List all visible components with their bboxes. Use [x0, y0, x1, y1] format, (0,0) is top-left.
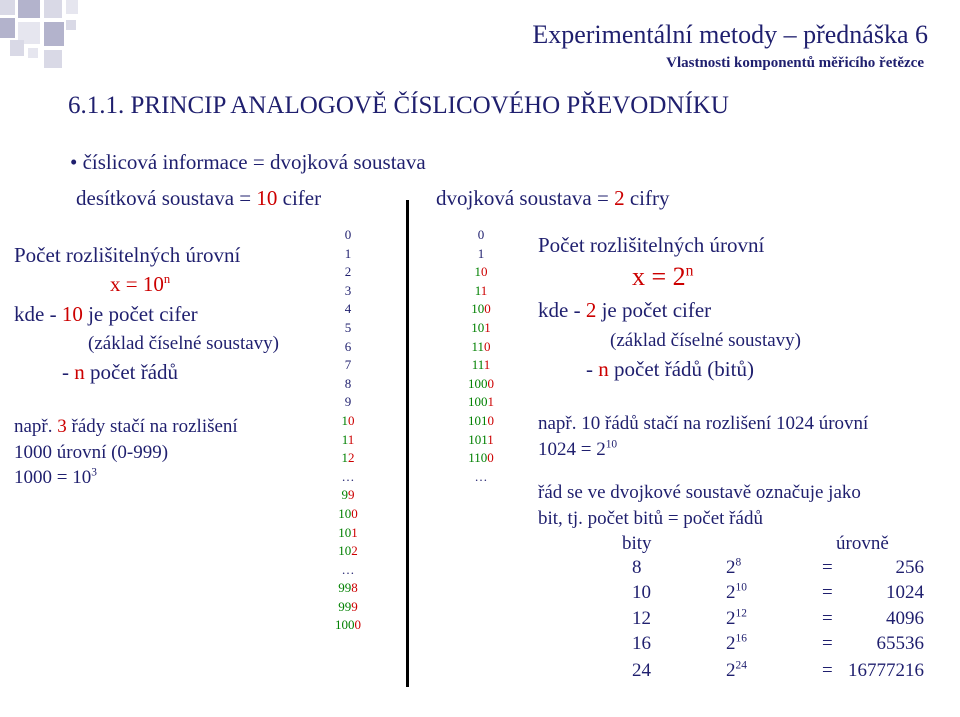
right-base-note: (základ číselné soustavy) [610, 330, 801, 351]
decimal-number: 10 [341, 412, 355, 428]
bits-value: 8 [632, 557, 642, 578]
right-digit-count: kde - 2 je počet cifer [538, 298, 712, 322]
decimal-number: 4 [344, 301, 352, 317]
power-expression: 216 [726, 632, 747, 654]
bullet-text: číslicová informace = dvojková soustava [82, 150, 426, 174]
decimal-number-column: 0 1 2 3 4 5 6 7 8 9 10 11 12… 99 100 101 102… 998 999 1000 [322, 226, 374, 635]
left-example-1: např. 3 řády stačí na rozlišení [14, 416, 238, 437]
decimal-number: 7 [344, 357, 352, 373]
equals-sign: = [822, 608, 833, 629]
bits-header: bity [622, 533, 652, 554]
left-levels-label: Počet rozlišitelných úrovní [14, 243, 241, 267]
levels-value: 16777216 [848, 660, 924, 681]
binary-number: … [474, 468, 488, 484]
decimal-number: … [341, 561, 355, 577]
binary-number: 111 [471, 357, 491, 373]
bits-value: 24 [632, 660, 651, 681]
decimal-number: 2 [344, 264, 352, 280]
levels-value: 1024 [886, 582, 924, 603]
bits-value: 12 [632, 608, 651, 629]
equals-sign: = [822, 633, 833, 654]
levels-header: úrovně [836, 533, 889, 554]
right-bit-note-1: řád se ve dvojkové soustavě označuje jak… [538, 482, 861, 503]
left-formula: x = 10n [110, 272, 171, 296]
left-base-note: (základ číselné soustavy) [88, 333, 279, 354]
decimal-number: 0 [344, 227, 352, 242]
power-expression: 224 [726, 659, 747, 681]
left-example-3: 1000 = 103 [14, 466, 97, 488]
left-example-2: 1000 úrovní (0-999) [14, 442, 169, 463]
decimal-number: 5 [344, 319, 352, 335]
binary-number: 101 [471, 319, 491, 335]
binary-number: 1 [477, 245, 485, 261]
decimal-number: 8 [344, 375, 352, 391]
decimal-number: … [341, 468, 355, 484]
bullet-item: • číslicová informace = dvojková soustav… [70, 150, 426, 175]
equals-sign: = [822, 582, 833, 603]
equals-sign: = [822, 660, 833, 681]
bits-value: 16 [632, 633, 651, 654]
right-order-count: - n počet řádů (bitů) [586, 357, 754, 381]
decimal-number: 99 [341, 487, 355, 503]
binary-number: 1001 [468, 394, 494, 410]
right-levels-label: Počet rozlišitelných úrovní [538, 233, 765, 257]
binary-number: 10 [474, 264, 488, 280]
right-example-1: např. 10 řádů stačí na rozlišení 1024 úr… [538, 413, 869, 434]
decimal-number: 3 [344, 282, 352, 298]
left-digit-count: kde - 10 je počet cifer [14, 302, 198, 326]
binary-system-header: dvojková soustava = 2 cifry [436, 186, 670, 210]
decimal-number: 101 [338, 524, 358, 540]
right-formula: x = 2n [632, 262, 694, 291]
right-example-2: 1024 = 210 [538, 438, 618, 460]
header-subtitle: Vlastnosti komponentů měřicího řetězce [666, 55, 924, 71]
power-expression: 210 [726, 581, 747, 603]
right-bit-note-2: bit, tj. počet bitů = počet řádů [538, 508, 763, 529]
binary-number: 100 [471, 301, 491, 317]
section-title: 6.1.1. PRINCIP ANALOGOVĚ ČÍSLICOVÉHO PŘE… [68, 92, 729, 119]
binary-number: 1010 [468, 412, 494, 428]
decimal-number: 999 [338, 598, 358, 614]
decimal-system-header: desítková soustava = 10 cifer [76, 186, 322, 210]
decimal-number: 998 [338, 580, 358, 596]
binary-number: 1000 [468, 375, 494, 391]
decimal-number: 1000 [335, 617, 361, 633]
levels-value: 65536 [876, 633, 925, 654]
binary-number: 1011 [468, 431, 494, 447]
bullet-icon: • [70, 150, 78, 174]
levels-value: 4096 [886, 608, 924, 629]
decimal-number: 6 [344, 338, 352, 354]
binary-number: 1100 [468, 450, 494, 466]
decimal-number: 100 [338, 505, 358, 521]
decimal-number: 102 [338, 543, 358, 559]
binary-number: 11 [474, 282, 488, 298]
levels-value: 256 [895, 557, 925, 578]
binary-number: 0 [477, 227, 485, 242]
decimal-number: 1 [344, 245, 352, 261]
binary-number-column: 0 1 10 11 100 101 110 111 1000 1001 1010 1011 1100… [445, 226, 517, 486]
equals-sign: = [822, 557, 833, 578]
decimal-number: 9 [344, 394, 352, 410]
decimal-number: 12 [341, 450, 355, 466]
header-title: Experimentální metody – přednáška 6 [532, 20, 928, 49]
binary-number: 110 [471, 338, 491, 354]
power-expression: 28 [726, 556, 742, 578]
power-expression: 212 [726, 607, 747, 629]
left-order-count: - n počet řádů [62, 360, 179, 384]
bits-value: 10 [632, 582, 651, 603]
decimal-number: 11 [341, 431, 355, 447]
column-divider [406, 200, 409, 687]
